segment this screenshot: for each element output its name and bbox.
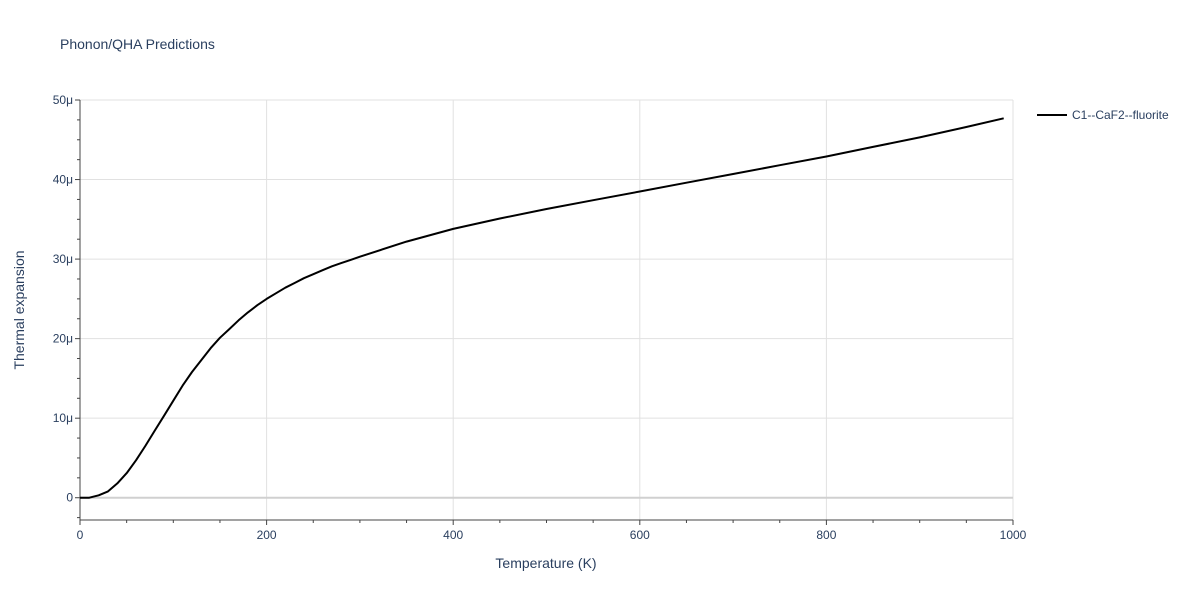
x-tick-label: 800 (816, 528, 836, 542)
y-tick-label: 40μ (53, 173, 73, 187)
x-tick-label: 0 (77, 528, 84, 542)
y-tick-label: 30μ (53, 252, 73, 266)
x-tick-label: 600 (630, 528, 650, 542)
series-layer (80, 117, 1004, 499)
y-axis-title: Thermal expansion (11, 250, 27, 369)
y-tick-label: 10μ (53, 411, 73, 425)
chart-title: Phonon/QHA Predictions (60, 36, 215, 52)
axes-layer: 0 200 400 600 800 1000 0 10μ 20μ 30μ 40μ 50μ (53, 93, 1027, 542)
series-line (80, 117, 1004, 499)
x-axis-title: Temperature (K) (495, 555, 596, 571)
y-tick-label: 20μ (53, 332, 73, 346)
x-tick-label: 1000 (1000, 528, 1027, 542)
y-tick-label: 0 (66, 491, 73, 505)
legend: C1--CaF2--fluorite (1037, 108, 1169, 122)
x-tick-label: 400 (443, 528, 463, 542)
x-tick-label: 200 (257, 528, 277, 542)
y-tick-label: 50μ (53, 93, 73, 107)
grid-layer (80, 99, 1014, 520)
legend-label: C1--CaF2--fluorite (1072, 108, 1169, 122)
